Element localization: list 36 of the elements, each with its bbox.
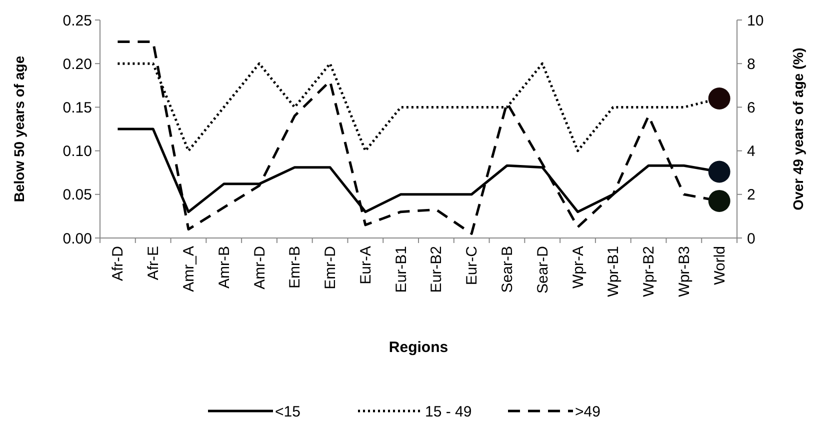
x-tick-label: Eur-C <box>464 246 481 286</box>
x-tick-label: Emr-B <box>286 246 304 288</box>
y2-axis-title: Over 49 years of age (%) <box>790 48 806 210</box>
x-tick-label: Eur-A <box>357 246 374 284</box>
y-tick-label: 0.15 <box>62 99 92 116</box>
y2-tick-label: 8 <box>747 56 756 73</box>
y2-tick-label: 6 <box>747 99 756 116</box>
y2-tick-label: 2 <box>747 186 756 204</box>
legend-label: >49 <box>575 403 600 420</box>
y2-tick-label: 4 <box>747 143 756 160</box>
y-tick-label: 0.20 <box>62 56 92 73</box>
x-tick-label: Afr-E <box>145 246 162 280</box>
x-tick-label: Afr-D <box>110 246 127 281</box>
y-tick-label: 0.00 <box>62 230 92 248</box>
x-tick-label: Sear-D <box>534 246 552 294</box>
x-tick-label: Amr-D <box>251 246 268 290</box>
x-tick-label: Wpr-B1 <box>605 246 622 297</box>
x-tick-label: Eur-B2 <box>428 246 446 293</box>
x-tick-label: Emr-D <box>322 246 340 290</box>
x-tick-label: Wpr-B2 <box>640 246 658 297</box>
legend-label: 15 - 49 <box>425 403 472 420</box>
x-tick-label: Wpr-B3 <box>676 246 693 297</box>
y2-tick-label: 10 <box>747 12 764 30</box>
y-tick-label: 0.05 <box>62 186 92 204</box>
x-tick-label: Wpr-A <box>570 246 587 288</box>
y-axis-title: Below 50 years of age <box>11 56 27 202</box>
x-tick-label: Amr_A <box>180 246 198 292</box>
x-tick-label: World <box>711 246 728 285</box>
legend-label: <15 <box>275 403 300 420</box>
x-tick-label: Eur-B1 <box>392 246 410 293</box>
x-tick-label: Amr-B <box>216 246 233 288</box>
y2-tick-label: 0 <box>747 230 756 248</box>
y-tick-label: 0.25 <box>62 12 92 30</box>
y-tick-label: 0.10 <box>62 143 92 160</box>
x-tick-label: Sear-B <box>498 246 516 293</box>
x-axis-title: Regions <box>388 339 448 356</box>
